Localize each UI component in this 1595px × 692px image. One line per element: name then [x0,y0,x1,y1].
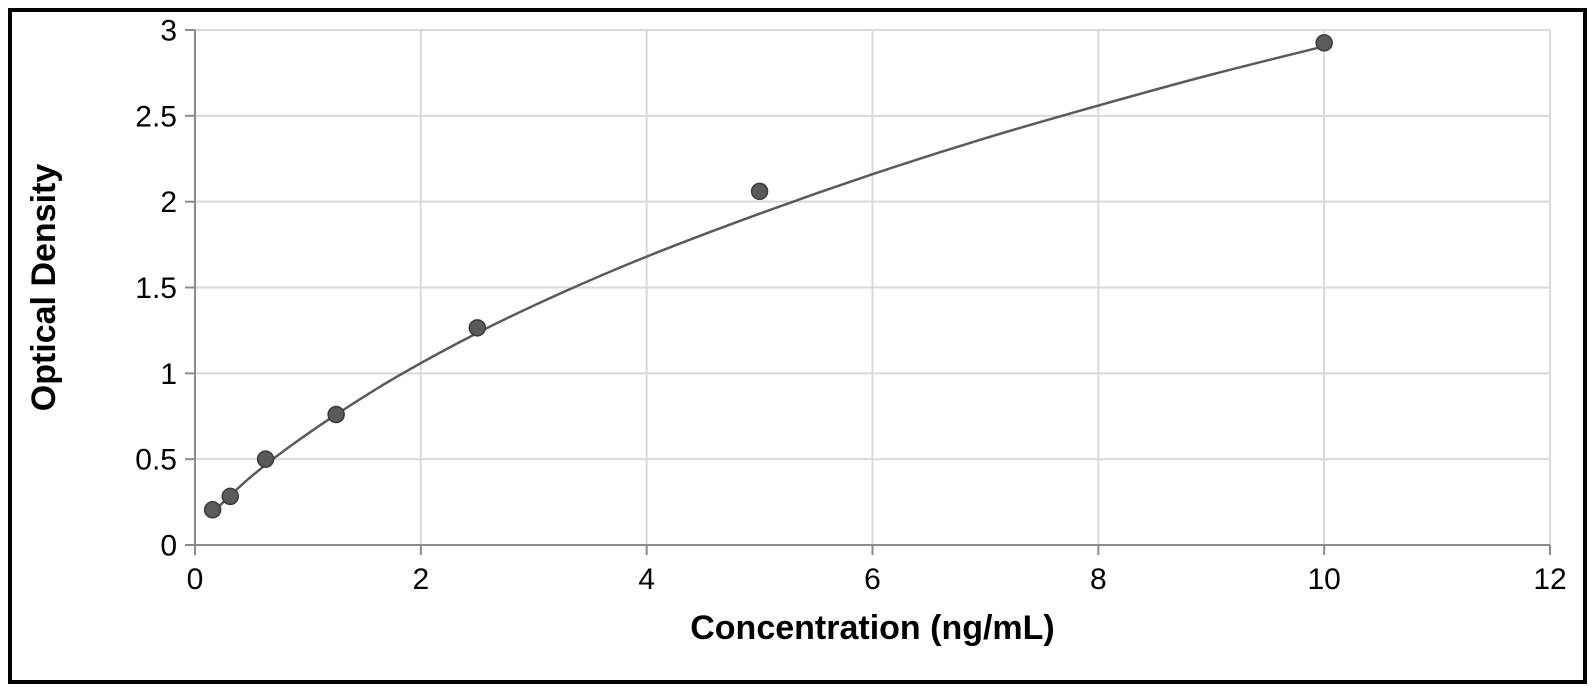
chart-svg: 0 2 4 6 8 10 12 0 0.5 1 1.5 2 2.5 3 Concentration (ng/… [0,0,1595,692]
data-point-marker [328,407,344,423]
x-tick-label: 12 [1533,563,1566,596]
y-tick-label: 2.5 [135,100,177,133]
data-point-marker [469,320,485,336]
y-tick-label: 2 [160,186,177,219]
x-tick-label: 4 [638,563,655,596]
y-tick-label: 0 [160,530,177,563]
chart-container: 0 2 4 6 8 10 12 0 0.5 1 1.5 2 2.5 3 Concentration (ng/… [0,0,1595,692]
y-tick-label: 1 [160,358,177,391]
y-axis-title: Optical Density [25,164,63,412]
x-tick-label: 10 [1307,563,1340,596]
data-point-marker [1316,35,1332,51]
x-tick-label: 0 [187,563,204,596]
y-tick-label: 1.5 [135,272,177,305]
data-point-marker [752,183,768,199]
data-point-marker [222,488,238,504]
x-tick-label: 2 [412,563,429,596]
x-axis-title: Concentration (ng/mL) [690,609,1055,647]
data-point-marker [258,451,274,467]
x-tick-label: 8 [1090,563,1107,596]
y-tick-label: 0.5 [135,444,177,477]
data-point-marker [205,502,221,518]
y-tick-label: 3 [160,15,177,48]
x-tick-label: 6 [864,563,881,596]
